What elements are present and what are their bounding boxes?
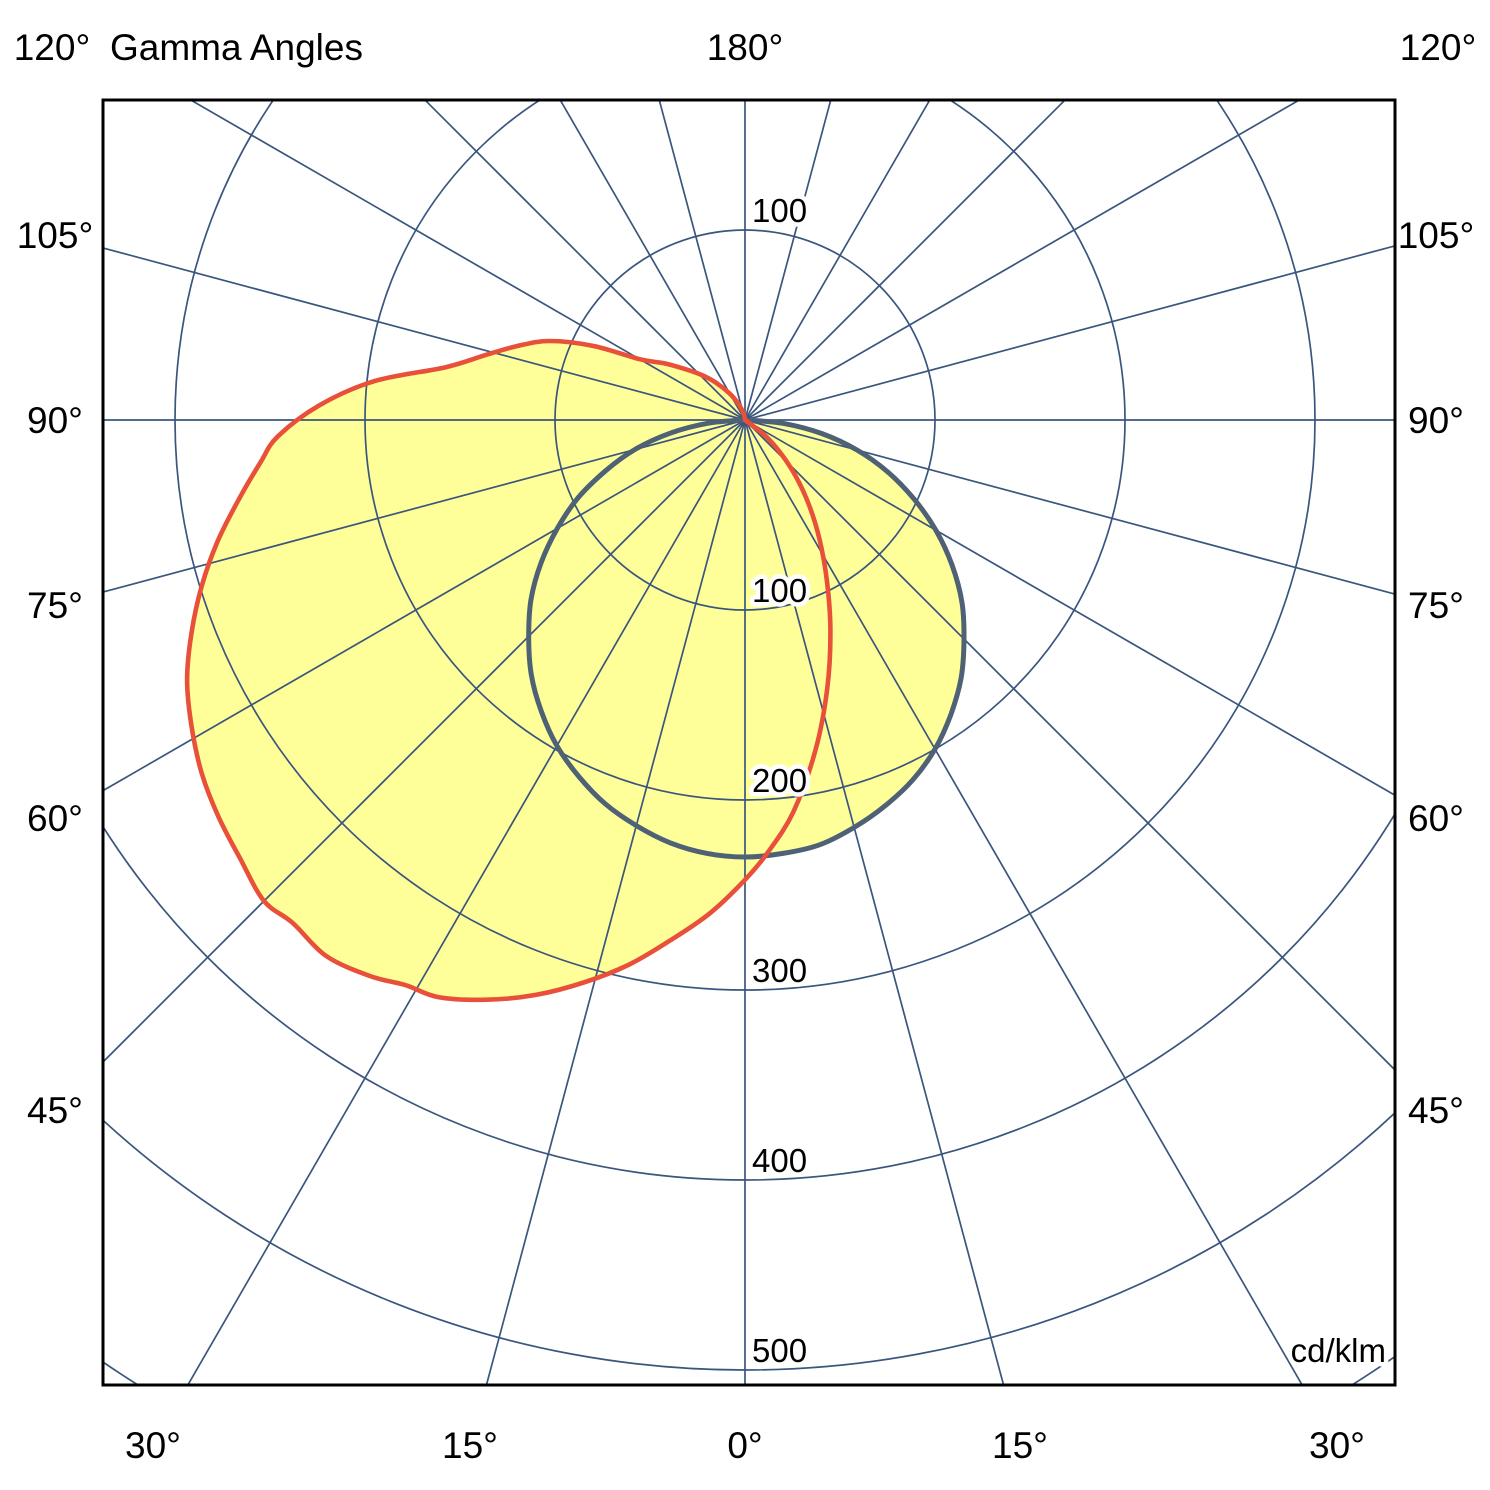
gamma-angle-label-top: 120° [14,27,91,68]
gamma-ray [744,100,832,421]
gamma-ray [103,247,746,421]
plot-border [101,98,1397,1387]
gray_curve [526,417,967,860]
gamma-ray [744,419,1304,1385]
radial-tick-label: 500 [752,1332,807,1369]
red_curve [184,338,833,1003]
gamma-angle-label-right: 75° [1408,585,1464,626]
unit-label: cd/klm [1291,1332,1386,1369]
gamma-angle-label-left: 75° [27,585,83,626]
gamma-angle-label-right: 60° [1408,798,1464,839]
chart-title: Gamma Angles [110,27,363,68]
gamma-ray [744,419,1005,1385]
gamma-angle-label-left: 60° [27,798,83,839]
gamma-ray [744,244,1395,421]
gamma-angle-label-left: 90° [27,400,83,441]
gamma-ray [744,100,1067,421]
gamma-ray [744,100,1301,421]
gamma-ray [744,419,1395,596]
gamma-angle-label-bottom: 30° [125,1425,181,1466]
gamma-angle-label-right: 45° [1408,1090,1464,1131]
gamma-angle-label-bottom: 30° [1309,1425,1365,1466]
gamma-angle-label-top: 120° [1400,27,1477,68]
gamma-angle-label-left: 45° [27,1090,83,1131]
gamma-angle-label-top: 180° [707,27,784,68]
radial-tick-label: 100 [752,192,807,229]
radial-tick-label: 300 [752,952,807,989]
gamma-ray [485,419,746,1385]
gamma-ray [189,100,746,421]
gamma-ray [744,419,1395,1072]
radial-tick-label: 100 [752,572,807,609]
gamma-angle-label-bottom: 15° [442,1425,498,1466]
gamma-angle-label-bottom: 15° [992,1425,1048,1466]
gamma-ray [744,100,931,421]
gamma-angle-label-left: 105° [17,215,94,256]
gamma-ray [103,419,746,792]
radial-tick-label: 400 [752,1142,807,1179]
gamma-ray [658,100,746,421]
gamma-ray [103,419,746,593]
gamma-ray [423,100,746,421]
gamma-angle-label-right: 90° [1408,400,1464,441]
gamma-angle-label-bottom: 0° [727,1425,762,1466]
gamma-angle-label-right: 105° [1398,215,1475,256]
radial-tick-label: 200 [752,762,807,799]
gamma-ray [559,100,746,421]
gamma-ray [186,419,746,1385]
gamma-ray [103,419,746,1064]
